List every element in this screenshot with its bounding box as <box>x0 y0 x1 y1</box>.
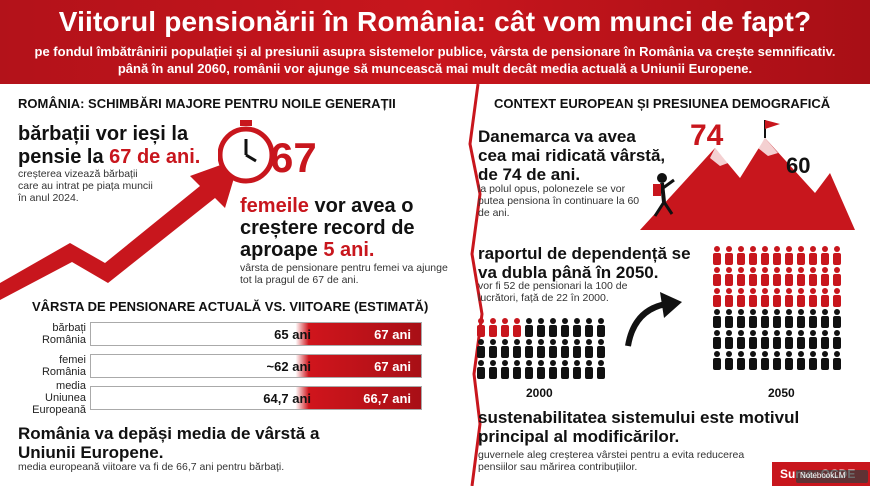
comparison-title: VÂRSTA DE PENSIONARE ACTUALĂ VS. VIITOAR… <box>32 299 429 314</box>
bar-box: ~62 ani 67 ani <box>90 354 422 378</box>
notebooklm-watermark: NotebookLM <box>796 470 868 483</box>
bar-row-men: bărbați România 65 ani 67 ani <box>18 322 438 346</box>
bar-future: 67 ani <box>374 327 411 342</box>
zigzag-divider <box>468 84 484 486</box>
men-description: creșterea vizează bărbații care au intra… <box>18 168 153 204</box>
big-number-67: 67 <box>270 134 317 181</box>
header-banner: Viitorul pensionării în România: cât vom… <box>0 0 870 84</box>
bar-current: 65 ani <box>274 327 311 342</box>
sustainability-description: guvernele aleg creșterea vârstei pentru … <box>478 449 745 473</box>
peak-label-74: 74 <box>690 119 724 152</box>
bar-future: 66,7 ani <box>363 391 411 406</box>
rising-arrow-icon <box>0 158 240 300</box>
right-section-title: CONTEXT EUROPEAN ȘI PRESIUNEA DEMOGRAFIC… <box>494 96 831 111</box>
dependency-description: vor fi 52 de pensionari la 100 de lucrăt… <box>478 280 628 304</box>
dependency-title: raportul de dependență se va dubla până … <box>478 244 691 282</box>
left-section-title: ROMÂNIA: SCHIMBĂRI MAJORE PENTRU NOILE G… <box>18 96 396 111</box>
page-subtitle: pe fondul îmbătrânirii populației și al … <box>34 44 836 76</box>
women-title-years: 5 ani. <box>323 239 375 261</box>
clock-icon <box>218 120 275 184</box>
peak-label-60: 60 <box>786 153 811 178</box>
year-2000-label: 2000 <box>526 386 553 400</box>
sustainability-title: sustenabilitatea sistemului este motivul… <box>478 408 800 446</box>
men-title: bărbații vor ieși la pensie la 67 de ani… <box>18 123 218 169</box>
men-title-text: bărbații vor ieși la pensie la <box>18 123 189 168</box>
women-title: femeile vor avea o creștere record de ap… <box>240 195 450 261</box>
men-title-age: 67 de ani. <box>109 146 201 168</box>
bar-row-eu: media Uniunea Europeană 64,7 ani 66,7 an… <box>18 380 438 416</box>
page-title: Viitorul pensionării în România: cât vom… <box>58 6 812 37</box>
eu-description: media europeană viitoare va fi de 66,7 a… <box>18 461 285 473</box>
people-icons-2000 <box>477 318 605 379</box>
curved-arrow-icon <box>625 292 682 347</box>
bar-current: ~62 ani <box>266 359 311 374</box>
bar-row-women: femei România ~62 ani 67 ani <box>18 354 438 378</box>
eu-title: România va depăși media de vârstă a Uniu… <box>18 424 320 462</box>
women-title-lead: femeile <box>240 195 309 217</box>
denmark-title: Danemarca va avea cea mai ridicată vârst… <box>478 127 666 184</box>
bar-future: 67 ani <box>374 359 411 374</box>
mountain-icon <box>640 120 855 230</box>
denmark-description: la polul opus, polonezele se vor putea p… <box>478 183 640 219</box>
bar-label: media Uniunea Europeană <box>32 380 86 416</box>
bar-box: 64,7 ani 66,7 ani <box>90 386 422 410</box>
bar-box: 65 ani 67 ani <box>90 322 422 346</box>
women-description: vârsta de pensionare pentru femei va aju… <box>240 262 448 286</box>
people-icons-2050 <box>713 246 841 370</box>
year-2050-label: 2050 <box>768 386 795 400</box>
women-title-text: vor avea o creștere record de aproape <box>240 195 415 261</box>
bar-label: femei România <box>41 354 86 378</box>
bar-current: 64,7 ani <box>263 391 311 406</box>
bar-label: bărbați România <box>41 322 86 346</box>
